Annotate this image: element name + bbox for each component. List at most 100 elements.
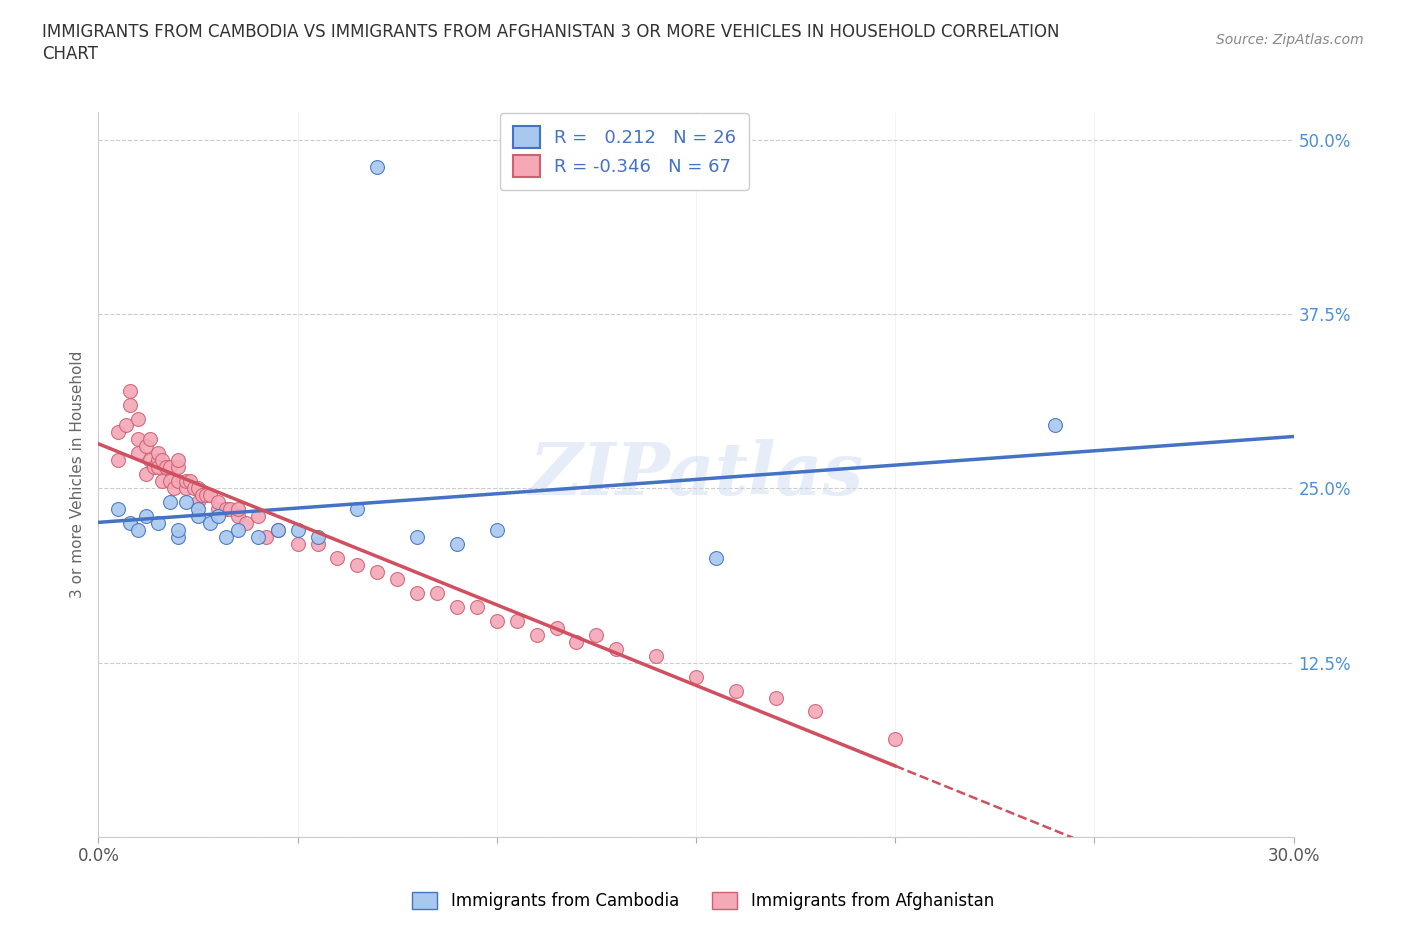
Point [139, 432, 162, 447]
Point [163, 481, 186, 496]
Point [135, 509, 157, 524]
Point [174, 481, 197, 496]
Point [406, 586, 429, 601]
Point [346, 558, 368, 573]
Point [287, 537, 309, 551]
Point [1043, 418, 1066, 433]
Point [685, 670, 707, 684]
Point [485, 523, 508, 538]
Point [148, 446, 170, 461]
Point [148, 460, 170, 475]
Point [226, 523, 249, 538]
Point [765, 690, 787, 705]
Point [148, 516, 170, 531]
Point [215, 502, 238, 517]
Point [219, 502, 242, 517]
Point [446, 600, 468, 615]
Point [307, 537, 329, 551]
Point [150, 474, 173, 489]
Text: IMMIGRANTS FROM CAMBODIA VS IMMIGRANTS FROM AFGHANISTAN 3 OR MORE VEHICLES IN HO: IMMIGRANTS FROM CAMBODIA VS IMMIGRANTS F… [42, 23, 1060, 41]
Point [385, 571, 409, 587]
Point [254, 530, 277, 545]
Point [167, 474, 190, 489]
Point [159, 474, 181, 489]
Point [174, 495, 197, 510]
Point [179, 474, 201, 489]
Point [148, 453, 170, 468]
Point [127, 446, 149, 461]
Point [115, 418, 138, 433]
Point [207, 502, 229, 517]
Text: ZIPatlas: ZIPatlas [529, 439, 863, 510]
Point [585, 628, 607, 643]
Text: Source: ZipAtlas.com: Source: ZipAtlas.com [1216, 33, 1364, 46]
Point [155, 460, 177, 475]
Point [465, 600, 488, 615]
Point [485, 614, 508, 629]
Legend: Immigrants from Cambodia, Immigrants from Afghanistan: Immigrants from Cambodia, Immigrants fro… [405, 885, 1001, 917]
Point [526, 628, 548, 643]
Point [135, 467, 157, 482]
Point [215, 530, 238, 545]
Point [704, 551, 727, 565]
Point [120, 383, 142, 398]
Point [546, 620, 568, 635]
Point [127, 411, 149, 426]
Point [159, 495, 181, 510]
Point [120, 397, 142, 412]
Point [565, 634, 588, 649]
Point [267, 523, 290, 538]
Point [207, 509, 229, 524]
Point [235, 516, 257, 531]
Y-axis label: 3 or more Vehicles in Household: 3 or more Vehicles in Household [69, 351, 84, 598]
Point [246, 530, 269, 545]
Point [226, 509, 249, 524]
Point [446, 537, 468, 551]
Point [187, 495, 209, 510]
Point [326, 551, 349, 565]
Point [191, 488, 214, 503]
Point [143, 460, 166, 475]
Point [267, 523, 290, 538]
Point [187, 481, 209, 496]
Point [246, 509, 269, 524]
Point [120, 516, 142, 531]
Point [167, 453, 190, 468]
Point [159, 460, 181, 475]
Point [150, 453, 173, 468]
Point [107, 453, 129, 468]
Point [366, 160, 388, 175]
Point [884, 732, 907, 747]
Point [127, 523, 149, 538]
Point [174, 474, 197, 489]
Point [366, 565, 388, 579]
Text: CHART: CHART [42, 45, 98, 62]
Point [107, 502, 129, 517]
Point [307, 530, 329, 545]
Point [804, 704, 827, 719]
Point [724, 684, 747, 698]
Legend: R =   0.212   N = 26, R = -0.346   N = 67: R = 0.212 N = 26, R = -0.346 N = 67 [501, 113, 748, 190]
Point [287, 523, 309, 538]
Point [135, 439, 157, 454]
Point [346, 502, 368, 517]
Point [506, 614, 529, 629]
Point [127, 432, 149, 447]
Point [645, 648, 668, 663]
Point [167, 530, 190, 545]
Point [167, 523, 190, 538]
Point [195, 488, 218, 503]
Point [187, 509, 209, 524]
Point [406, 530, 429, 545]
Point [226, 502, 249, 517]
Point [167, 460, 190, 475]
Point [207, 495, 229, 510]
Point [183, 481, 205, 496]
Point [107, 425, 129, 440]
Point [187, 502, 209, 517]
Point [198, 488, 221, 503]
Point [605, 642, 627, 657]
Point [426, 586, 449, 601]
Point [198, 516, 221, 531]
Point [139, 453, 162, 468]
